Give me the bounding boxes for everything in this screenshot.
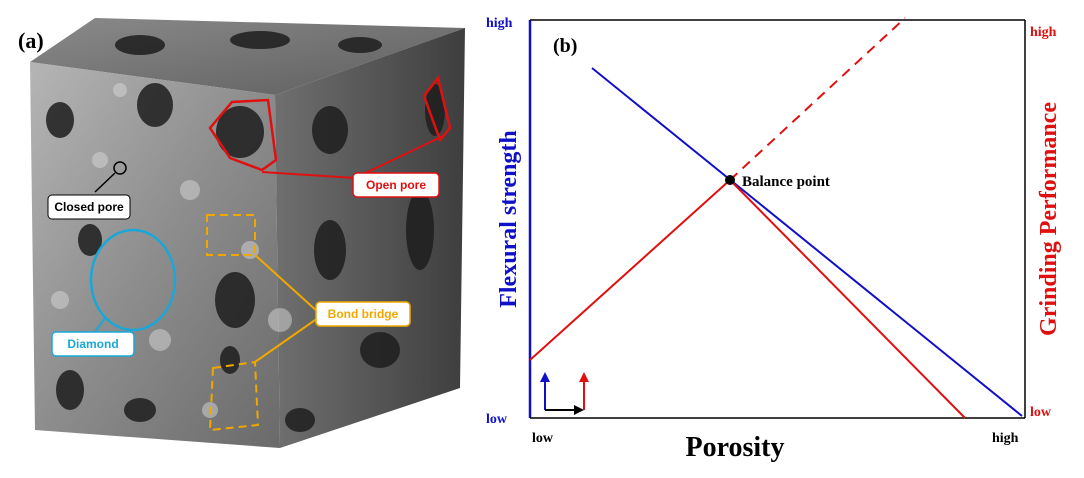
- annotation: Open pore: [366, 178, 426, 192]
- axis-end-label: high: [1030, 25, 1057, 40]
- axis-end-label: low: [532, 431, 554, 446]
- arrowhead: [540, 372, 550, 382]
- balance-point: [725, 175, 735, 185]
- open-pore-outline: [208, 98, 278, 172]
- annotation: Diamond: [67, 337, 118, 351]
- axis-end-label: low: [1030, 405, 1052, 420]
- leader-line: [254, 254, 319, 313]
- grinding-performance-line: [529, 179, 731, 361]
- axis-end-label: high: [486, 16, 513, 31]
- axis-end-label: high: [992, 431, 1019, 446]
- annotation: Closed pore: [54, 200, 124, 214]
- label-box: [47, 194, 131, 220]
- axis-end-label: low: [486, 412, 508, 427]
- label-box: [315, 301, 411, 327]
- annotation: Bond bridge: [328, 307, 399, 321]
- panel-label: (b): [553, 35, 577, 57]
- open-pore-outline: [422, 75, 452, 143]
- flexural-strength-line: [591, 67, 1023, 417]
- annotation: Balance point: [742, 174, 830, 190]
- panel-a: (a) Open pore Closed pore Diamond Bond b…: [18, 18, 465, 448]
- leader-line: [94, 172, 116, 193]
- grinding-performance-extension: [729, 17, 906, 181]
- arrowhead: [574, 405, 584, 415]
- bond-bridge-outline: [208, 360, 260, 432]
- leader-line: [254, 317, 319, 363]
- x-axis-title: Porosity: [685, 432, 784, 463]
- arrowhead: [579, 372, 589, 382]
- panel-label: (a): [18, 28, 44, 53]
- diamond-outline: [89, 228, 177, 332]
- y-axis-title: Flexural strength: [496, 130, 522, 308]
- leader-line: [94, 317, 106, 333]
- y2-axis-title: Grinding Performance: [1036, 102, 1062, 336]
- label-box: [51, 331, 135, 357]
- closed-pore-marker: [113, 161, 127, 175]
- bond-bridge-outline: [206, 214, 256, 256]
- pores: [46, 31, 445, 432]
- panel-b: Balance point (b) high low high low low …: [486, 16, 1062, 463]
- label-box: [352, 172, 440, 198]
- grinding-performance-decline: [729, 179, 966, 419]
